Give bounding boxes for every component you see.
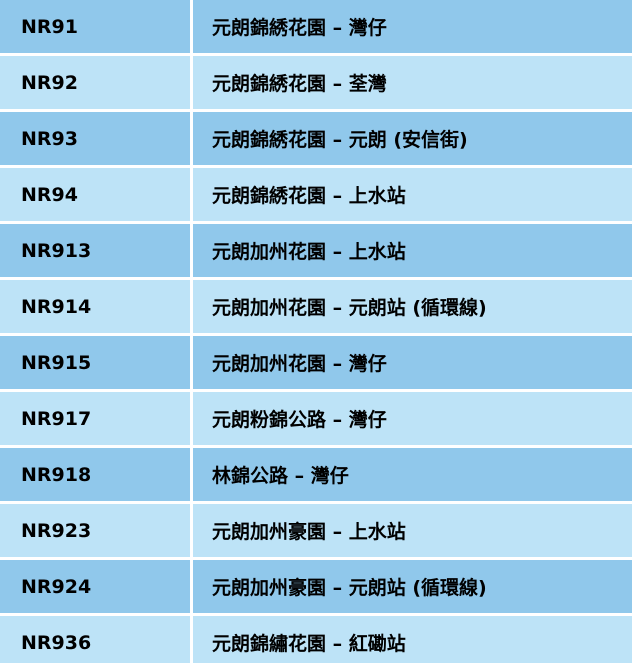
route-description-text: 元朗加州花園 – 元朗站 (循環線) — [212, 297, 487, 319]
route-number-text: NR915 — [21, 351, 92, 374]
route-number-text: NR914 — [21, 295, 92, 318]
route-number-cell: NR91 — [0, 0, 190, 53]
route-description-cell: 元朗加州花園 – 元朗站 (循環線) — [193, 280, 632, 333]
route-description-cell: 元朗加州花園 – 灣仔 — [193, 336, 632, 389]
route-number-cell: NR924 — [0, 560, 190, 613]
route-description-cell: 元朗錦綉花園 – 元朗 (安信街) — [193, 112, 632, 165]
route-description-cell: 元朗錦綉花園 – 荃灣 — [193, 56, 632, 109]
route-number-cell: NR917 — [0, 392, 190, 445]
route-description-text: 元朗錦綉花園 – 灣仔 — [212, 17, 387, 39]
table-row: NR918 林錦公路 – 灣仔 — [0, 448, 632, 501]
table-row: NR91 元朗錦綉花園 – 灣仔 — [0, 0, 632, 53]
route-number-text: NR93 — [21, 127, 78, 150]
table-row: NR92 元朗錦綉花園 – 荃灣 — [0, 56, 632, 109]
route-description-text: 元朗加州花園 – 上水站 — [212, 241, 406, 263]
route-number-cell: NR913 — [0, 224, 190, 277]
route-number-text: NR936 — [21, 631, 92, 654]
table-row: NR936 元朗錦繡花園 – 紅磡站 — [0, 616, 632, 663]
route-description-cell: 林錦公路 – 灣仔 — [193, 448, 632, 501]
route-number-cell: NR92 — [0, 56, 190, 109]
table-row: NR93 元朗錦綉花園 – 元朗 (安信街) — [0, 112, 632, 165]
route-number-cell: NR923 — [0, 504, 190, 557]
route-description-text: 元朗錦綉花園 – 荃灣 — [212, 73, 387, 95]
route-number-text: NR924 — [21, 575, 92, 598]
route-number-text: NR917 — [21, 407, 92, 430]
route-number-text: NR91 — [21, 15, 78, 38]
route-description-text: 林錦公路 – 灣仔 — [212, 465, 349, 487]
table-row: NR917 元朗粉錦公路 – 灣仔 — [0, 392, 632, 445]
route-description-cell: 元朗加州豪園 – 元朗站 (循環線) — [193, 560, 632, 613]
route-description-text: 元朗加州豪園 – 上水站 — [212, 521, 406, 543]
table-row: NR94 元朗錦綉花園 – 上水站 — [0, 168, 632, 221]
table-row: NR913 元朗加州花園 – 上水站 — [0, 224, 632, 277]
route-number-cell: NR94 — [0, 168, 190, 221]
table-row: NR923 元朗加州豪園 – 上水站 — [0, 504, 632, 557]
route-number-cell: NR914 — [0, 280, 190, 333]
route-description-cell: 元朗錦綉花園 – 上水站 — [193, 168, 632, 221]
route-number-cell: NR93 — [0, 112, 190, 165]
route-description-cell: 元朗錦繡花園 – 紅磡站 — [193, 616, 632, 663]
route-description-cell: 元朗錦綉花園 – 灣仔 — [193, 0, 632, 53]
route-number-text: NR913 — [21, 239, 92, 262]
route-number-cell: NR915 — [0, 336, 190, 389]
route-description-text: 元朗粉錦公路 – 灣仔 — [212, 409, 387, 431]
route-description-cell: 元朗加州花園 – 上水站 — [193, 224, 632, 277]
table-row: NR915 元朗加州花園 – 灣仔 — [0, 336, 632, 389]
route-description-cell: 元朗加州豪園 – 上水站 — [193, 504, 632, 557]
route-description-text: 元朗加州花園 – 灣仔 — [212, 353, 387, 375]
table-row: NR914 元朗加州花園 – 元朗站 (循環線) — [0, 280, 632, 333]
route-description-text: 元朗錦繡花園 – 紅磡站 — [212, 633, 406, 655]
route-number-text: NR923 — [21, 519, 92, 542]
table-row: NR924 元朗加州豪園 – 元朗站 (循環線) — [0, 560, 632, 613]
route-description-text: 元朗加州豪園 – 元朗站 (循環線) — [212, 577, 487, 599]
route-number-text: NR918 — [21, 463, 92, 486]
route-number-cell: NR918 — [0, 448, 190, 501]
route-description-text: 元朗錦綉花園 – 上水站 — [212, 185, 406, 207]
route-number-text: NR94 — [21, 183, 78, 206]
route-number-text: NR92 — [21, 71, 78, 94]
route-description-cell: 元朗粉錦公路 – 灣仔 — [193, 392, 632, 445]
route-number-cell: NR936 — [0, 616, 190, 663]
route-description-text: 元朗錦綉花園 – 元朗 (安信街) — [212, 129, 468, 151]
